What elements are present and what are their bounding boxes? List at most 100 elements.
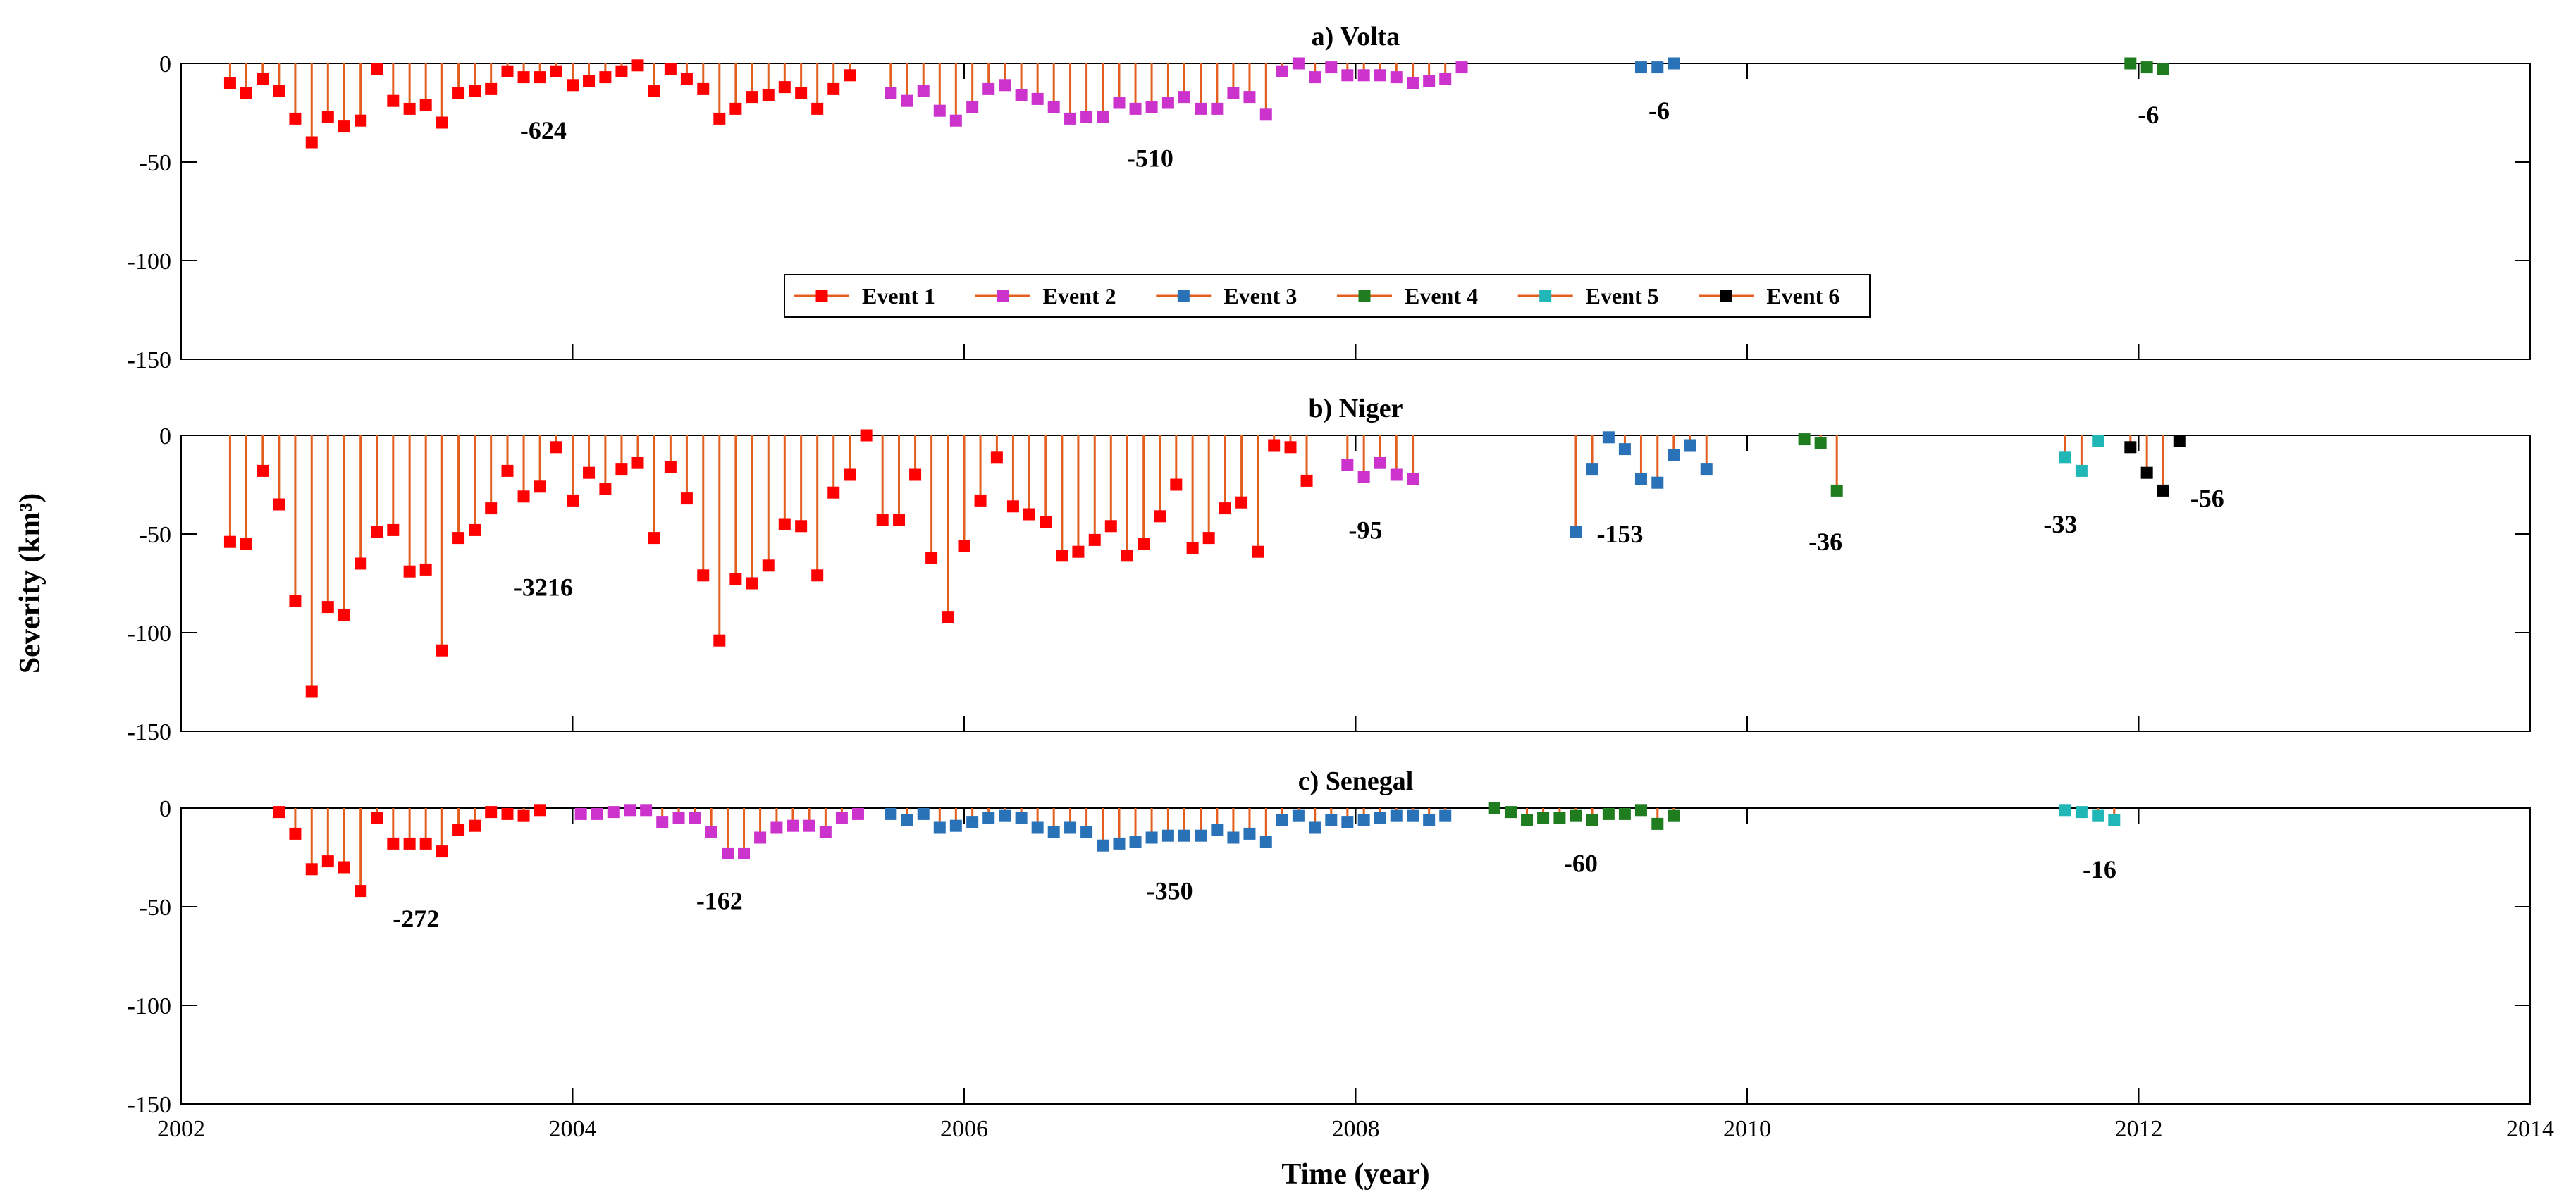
data-point (2059, 451, 2071, 464)
series-event-5 (2059, 804, 2121, 826)
data-point (778, 81, 791, 94)
series-event-4 (1488, 802, 1680, 830)
data-point (1700, 463, 1713, 476)
data-point (762, 559, 775, 572)
data-point (1243, 91, 1256, 104)
data-point (754, 831, 767, 844)
data-point (917, 85, 930, 97)
series-event-4 (1798, 433, 1843, 497)
annotation-label: -272 (393, 905, 439, 933)
annotation-label: -56 (2190, 485, 2224, 513)
annotation-label: -510 (1127, 144, 1173, 172)
data-point (2173, 435, 2186, 447)
data-point (305, 863, 318, 876)
data-point (403, 102, 416, 115)
data-point (1651, 61, 1664, 74)
data-point (909, 468, 922, 481)
data-point (2140, 466, 2153, 479)
data-point (680, 73, 693, 85)
data-point (1259, 836, 1272, 848)
data-point (1374, 457, 1386, 469)
data-point (1309, 71, 1321, 84)
data-point (1202, 532, 1215, 545)
panel-3: 2002 2004 2006 2008 2010 2012 2014 0 -50 -100 -150… (128, 767, 2554, 1142)
data-point (656, 816, 669, 828)
data-point (689, 812, 701, 824)
data-point (1374, 69, 1386, 82)
panel-1: 0 -50 -100 -150 a) Volta -624 -510 -6 -6 (128, 22, 2531, 373)
panel-title: c) Senegal (1298, 767, 1414, 796)
data-point (860, 429, 873, 442)
data-point (534, 480, 546, 493)
data-point (827, 486, 840, 499)
data-point (615, 463, 628, 476)
data-point (1407, 809, 1419, 822)
data-point (321, 111, 334, 123)
x-axis-label: Time (year) (1281, 1158, 1429, 1191)
data-point (672, 812, 685, 824)
annotation-label: -3216 (514, 573, 573, 602)
legend-marker (1358, 290, 1371, 302)
data-point (1080, 111, 1093, 123)
data-point (583, 75, 596, 87)
data-point (501, 807, 514, 820)
data-point (1047, 826, 1060, 838)
y-tick-label: -150 (128, 1092, 171, 1118)
data-point (1668, 449, 1680, 461)
series-event-2 (574, 804, 864, 859)
data-point (436, 845, 448, 858)
data-point (387, 523, 400, 536)
data-point (1138, 538, 1150, 550)
legend-marker (1539, 290, 1552, 302)
data-point (615, 65, 628, 77)
data-point (1504, 806, 1517, 819)
data-point (1684, 439, 1696, 452)
annotation-label: -6 (1648, 97, 1670, 125)
data-point (599, 483, 612, 495)
data-point (355, 557, 367, 570)
data-point (624, 804, 636, 817)
legend-label: Event 5 (1586, 283, 1659, 309)
data-point (1407, 473, 1419, 485)
y-tick-label: -100 (128, 249, 171, 275)
data-point (999, 79, 1011, 92)
data-point (371, 526, 383, 538)
data-point (1227, 87, 1240, 99)
data-point (1357, 69, 1370, 82)
x-tick-label: 2014 (2506, 1116, 2554, 1142)
y-tick-label: -50 (140, 895, 171, 921)
annotation-label: -16 (2083, 855, 2116, 883)
data-point (436, 644, 448, 657)
legend-marker (1177, 290, 1190, 302)
data-point (1300, 474, 1313, 487)
data-point (1602, 431, 1615, 444)
legend-label: Event 1 (862, 283, 935, 309)
data-point (1268, 439, 1281, 452)
series-event-4 (2124, 57, 2169, 75)
data-point (305, 685, 318, 698)
y-axis-label: Severity (km³) (14, 493, 47, 674)
data-point (738, 847, 751, 859)
data-point (338, 609, 350, 621)
legend: Event 1 Event 2 Event 3 Event 4 Event 5 Event… (784, 274, 1871, 318)
data-point (1064, 821, 1077, 834)
data-point (2157, 63, 2169, 75)
data-point (273, 85, 285, 97)
data-point (1006, 500, 1019, 513)
data-point (387, 94, 400, 107)
legend-label: Event 3 (1224, 283, 1297, 309)
data-point (1113, 97, 1126, 109)
data-point (876, 514, 889, 526)
data-point (1080, 826, 1093, 838)
data-point (1357, 471, 1370, 483)
data-point (1040, 516, 1052, 528)
data-point (1211, 824, 1224, 836)
data-point (844, 69, 856, 82)
data-point (1618, 807, 1631, 820)
legend-label: Event 4 (1405, 283, 1478, 309)
data-point (958, 540, 970, 552)
annotation-label: -6 (2138, 101, 2159, 129)
data-point (966, 101, 979, 113)
data-point (893, 514, 906, 526)
legend-entry: Event 3 (1156, 283, 1297, 309)
